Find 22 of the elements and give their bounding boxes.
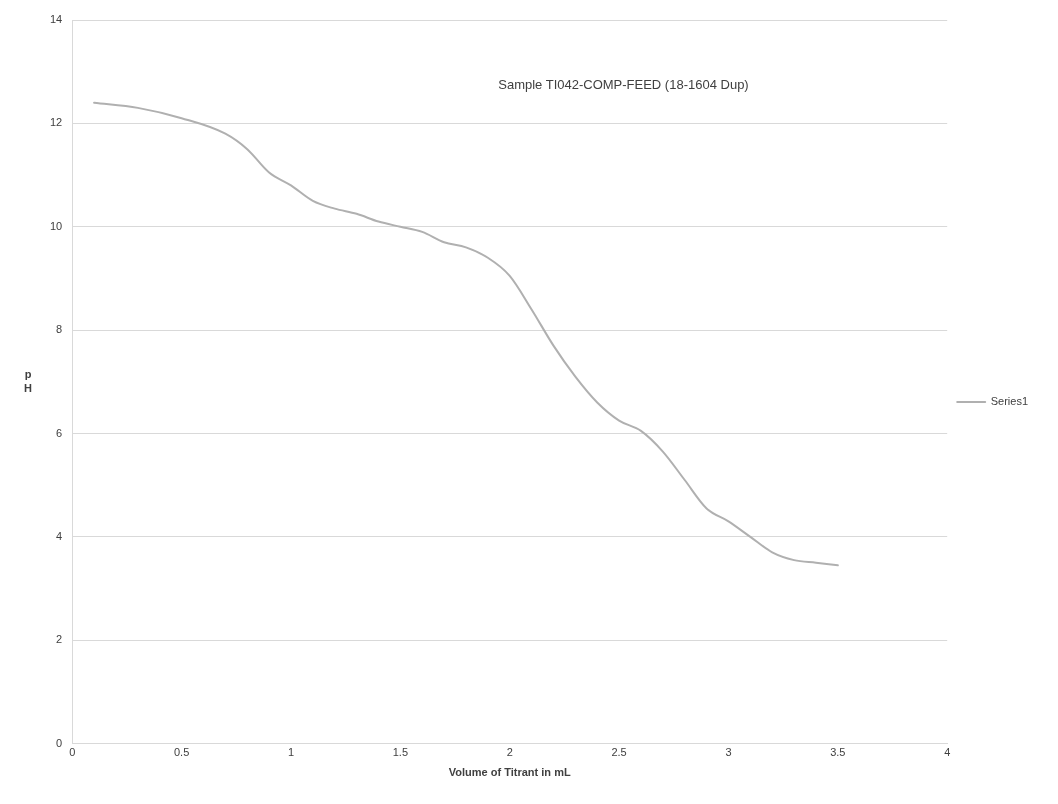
line-series: [93, 101, 839, 567]
x-tick-label: 2.5: [611, 746, 627, 759]
x-tick-label: 1: [287, 746, 295, 759]
x-tick-label: 3: [725, 746, 732, 759]
y-axis-title: pH: [24, 367, 33, 394]
x-tick-label: 4: [944, 746, 951, 759]
x-tick-label: 2: [506, 746, 513, 759]
y-tick-label: 14: [49, 13, 63, 26]
x-tick-label: 0: [69, 746, 76, 759]
y-tick-label: 12: [49, 116, 63, 129]
x-tick-label: 0.5: [173, 746, 190, 759]
y-tick-label: 8: [56, 323, 63, 336]
x-tick-label: 1.5: [392, 746, 408, 759]
y-tick-label: 0: [56, 736, 63, 749]
y-tick-label: 4: [56, 529, 63, 542]
y-tick-label: 2: [56, 633, 63, 646]
x-axis-title: Volume of Titrant in mL: [448, 766, 571, 779]
y-tick-label: 10: [49, 219, 63, 232]
text: Sample TI042-COMP-FEED (18-1604 Dup): [498, 76, 749, 92]
legend-label: Series1: [990, 395, 1028, 408]
y-tick-label: 6: [56, 426, 63, 439]
x-tick-label: 3.5: [830, 746, 846, 759]
